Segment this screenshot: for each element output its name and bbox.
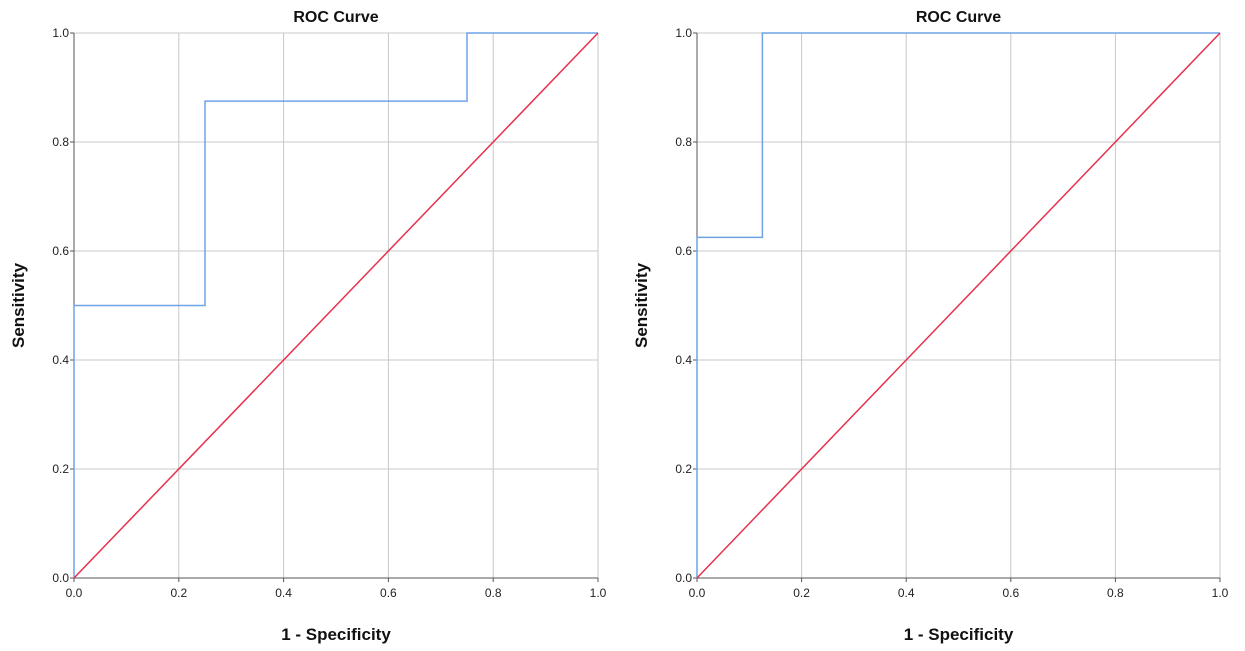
x-axis-title: 1 - Specificity bbox=[904, 625, 1014, 644]
roc-curve-line bbox=[73, 32, 598, 578]
y-axis-title: Sensitivity bbox=[9, 262, 28, 348]
y-tick-label: 0.6 bbox=[675, 244, 692, 258]
roc-chart-right: 0.0 0.2 0.4 0.6 0.8 1.0 0.0 0.2 0.4 0.6 0.8 1.0 ROC … bbox=[632, 9, 1229, 644]
reference-diagonal-line bbox=[696, 32, 1221, 579]
x-tick-label: 1.0 bbox=[590, 586, 607, 600]
y-tick-label: 1.0 bbox=[675, 26, 692, 40]
y-tick-label: 0.0 bbox=[52, 571, 69, 585]
x-tick-label: 0.4 bbox=[275, 586, 292, 600]
x-tick-label: 0.0 bbox=[66, 586, 83, 600]
y-tick-label: 0.2 bbox=[675, 462, 692, 476]
y-axis-title: Sensitivity bbox=[632, 262, 651, 348]
y-tick-label: 0.4 bbox=[675, 353, 692, 367]
x-tick-label: 0.8 bbox=[485, 586, 502, 600]
x-tick-label: 0.2 bbox=[170, 586, 187, 600]
x-tick-label: 0.8 bbox=[1107, 586, 1124, 600]
x-tick-label: 0.2 bbox=[793, 586, 810, 600]
x-tick-label: 0.4 bbox=[898, 586, 915, 600]
x-tick-label: 0.6 bbox=[380, 586, 397, 600]
x-tick-label: 0.6 bbox=[1002, 586, 1019, 600]
y-tick-label: 0.6 bbox=[52, 244, 69, 258]
x-tick-label: 1.0 bbox=[1212, 586, 1229, 600]
y-tick-label: 0.8 bbox=[675, 135, 692, 149]
y-tick-label: 0.0 bbox=[675, 571, 692, 585]
y-tick-label: 0.8 bbox=[52, 135, 69, 149]
roc-curve-line bbox=[696, 32, 1220, 578]
roc-chart-left: 0.0 0.2 0.4 0.6 0.8 1.0 0.0 0.2 0.4 0.6 0.8 1.0 ROC … bbox=[9, 9, 607, 644]
y-tick-label: 0.2 bbox=[52, 462, 69, 476]
reference-diagonal-line bbox=[73, 32, 599, 579]
chart-title: ROC Curve bbox=[916, 9, 1001, 26]
y-tick-label: 0.4 bbox=[52, 353, 69, 367]
chart-title: ROC Curve bbox=[293, 9, 378, 26]
x-axis-title: 1 - Specificity bbox=[281, 625, 391, 644]
y-tick-label: 1.0 bbox=[52, 26, 69, 40]
x-tick-label: 0.0 bbox=[689, 586, 706, 600]
